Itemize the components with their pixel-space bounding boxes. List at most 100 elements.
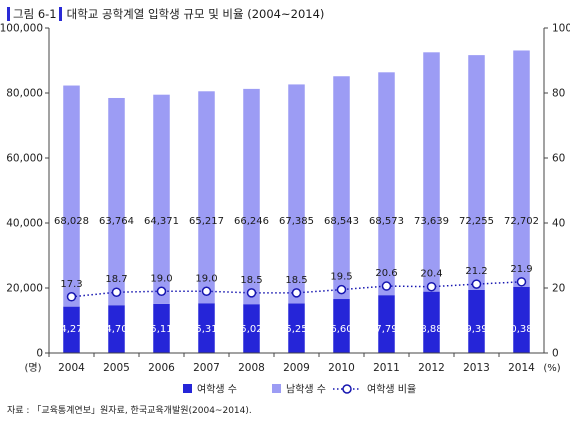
bar-male: [333, 76, 350, 300]
x-axis: 2004 2005 2006 2007 2008 2009 2010 2011 2012 2013…: [48, 352, 544, 374]
female-value-label: 15,020: [234, 324, 269, 335]
x-tick-label: 2007: [193, 362, 220, 374]
ratio-value-label: 20.6: [375, 268, 397, 279]
legend-label-male: 남학생 수: [286, 384, 326, 396]
left-tick-label: 60,000: [6, 153, 43, 165]
legend-label-ratio: 여학생 비율: [367, 384, 416, 396]
bar-male: [243, 88, 260, 305]
female-value-label: 19,397: [459, 324, 494, 335]
male-value-label: 73,639: [414, 216, 449, 227]
bar-male: [468, 55, 485, 290]
male-value-label: 72,702: [504, 216, 539, 227]
left-tick-label: 20,000: [6, 283, 43, 295]
x-tick-label: 2011: [373, 362, 400, 374]
figure-label: 그림 6-1: [13, 7, 57, 21]
bar-male: [198, 91, 215, 304]
bar-male: [63, 85, 80, 307]
ratio-point: [201, 286, 212, 296]
female-value-label: 17,795: [369, 324, 404, 335]
left-y-axis: 0 20,000 40,000 60,000 80,000 100,000 (명): [0, 23, 50, 374]
female-value-label: 20,383: [504, 324, 539, 335]
ratio-value-label: 18.5: [285, 275, 307, 286]
right-tick-label: 80: [552, 88, 565, 100]
ratio-point: [66, 292, 77, 302]
right-tick-label: 60: [552, 153, 565, 165]
right-tick-label: 100: [552, 23, 570, 35]
right-tick-label: 20: [552, 283, 565, 295]
bar-female: [333, 299, 350, 353]
legend-marker-ratio: [342, 384, 352, 394]
female-value-label: 14,271: [54, 324, 89, 335]
ratio-point: [381, 281, 392, 291]
x-tick-label: 2013: [463, 362, 490, 374]
figure-title: 대학교 공학계열 입학생 규모 및 비율 (2004~2014): [66, 7, 325, 21]
ratio-value-label: 19.0: [195, 273, 217, 284]
ratio-value-label: 21.2: [465, 266, 487, 277]
chart-title: 그림 6-1 대학교 공학계열 입학생 규모 및 비율 (2004~2014): [7, 5, 324, 23]
female-value-label: 14,704: [99, 324, 134, 335]
right-axis-unit: (%): [543, 363, 560, 374]
ratio-value-label: 17.3: [60, 279, 82, 290]
ratio-point: [291, 288, 302, 298]
male-value-label: 65,217: [189, 216, 224, 227]
ratio-value-label: 18.5: [240, 275, 262, 286]
x-tick-label: 2006: [148, 362, 175, 374]
ratio-point: [516, 277, 527, 287]
male-value-label: 68,543: [324, 216, 359, 227]
bar-female: [63, 306, 80, 353]
male-value-label: 63,764: [99, 216, 134, 227]
right-y-axis: 0 20 40 60 80 100 (%): [543, 23, 570, 375]
bar-series: 68,028 14,271 63,764 14,704 64,371 15,111 65,2…: [54, 50, 539, 353]
left-tick-label: 100,000: [0, 23, 43, 35]
ratio-value-label: 19.0: [150, 273, 172, 284]
ratio-line-series: 17.3 18.7 19.0 19.0 18.5 18.5 19.5 20.6 20.4 21.2…: [60, 264, 533, 302]
x-tick-label: 2012: [418, 362, 445, 374]
left-tick-label: 0: [36, 348, 43, 360]
male-value-label: 72,255: [459, 216, 494, 227]
ratio-point: [156, 286, 167, 296]
bar-female: [198, 303, 215, 353]
x-tick-label: 2008: [238, 362, 265, 374]
right-tick-label: 0: [552, 348, 559, 360]
title-accent-bar-right: [58, 7, 62, 21]
male-value-label: 64,371: [144, 216, 179, 227]
right-tick-label: 40: [552, 218, 565, 230]
bar-male: [513, 50, 530, 287]
x-tick-label: 2010: [328, 362, 355, 374]
source-note: 자료 : 「교육통계연보」원자료, 한국교육개발원(2004~2014).: [7, 406, 252, 416]
ratio-point: [111, 287, 122, 297]
bar-female: [423, 291, 440, 353]
ratio-value-label: 20.4: [420, 269, 442, 280]
ratio-value-label: 21.9: [510, 264, 532, 275]
female-value-label: 16,609: [324, 324, 359, 335]
male-value-label: 68,573: [369, 216, 404, 227]
left-tick-label: 80,000: [6, 88, 43, 100]
ratio-point: [471, 279, 482, 289]
bar-male: [378, 72, 395, 296]
bar-female: [108, 305, 125, 353]
ratio-point: [426, 281, 437, 292]
x-tick-label: 2014: [508, 362, 535, 374]
legend: 여학생 수 남학생 수 여학생 비율: [183, 384, 416, 396]
bar-female: [153, 303, 170, 353]
female-value-label: 15,311: [189, 324, 224, 335]
left-tick-label: 40,000: [6, 218, 43, 230]
bar-female: [513, 286, 530, 353]
bar-female: [288, 303, 305, 353]
x-tick-label: 2004: [58, 362, 85, 374]
bar-female: [243, 304, 260, 353]
ratio-value-label: 18.7: [105, 274, 127, 285]
legend-swatch-female: [183, 384, 192, 393]
female-value-label: 15,255: [279, 324, 314, 335]
female-value-label: 15,111: [144, 324, 179, 335]
male-value-label: 67,385: [279, 216, 314, 227]
title-accent-bar-left: [7, 7, 10, 21]
bar-female: [468, 289, 485, 353]
bar-male: [288, 84, 305, 304]
ratio-point: [336, 284, 347, 295]
x-tick-label: 2005: [103, 362, 130, 374]
female-value-label: 18,883: [414, 324, 449, 335]
bar-female: [378, 295, 395, 353]
ratio-value-label: 19.5: [330, 272, 352, 283]
